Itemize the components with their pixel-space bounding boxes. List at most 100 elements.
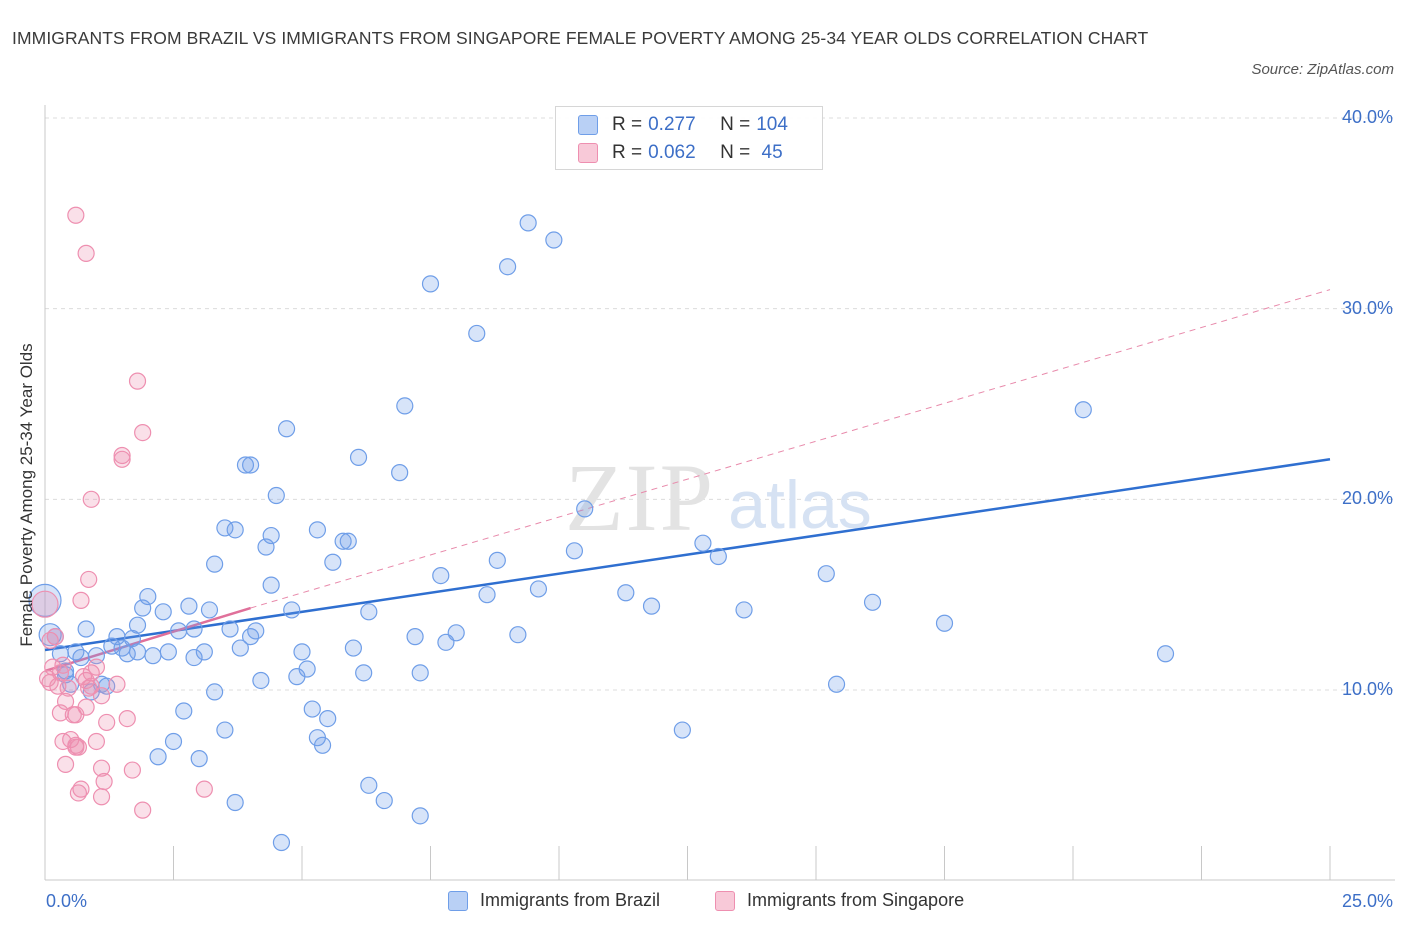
brazil-swatch — [578, 115, 598, 135]
brazil-point — [478, 586, 496, 604]
n-value: 45 — [756, 142, 783, 163]
r-value: 0.277 — [648, 114, 696, 135]
singapore-point — [195, 780, 213, 798]
singapore-point — [56, 692, 75, 711]
trend-line-singapore — [44, 606, 251, 673]
brazil-point — [447, 624, 465, 642]
brazil-point — [303, 700, 321, 718]
brazil-point — [576, 500, 594, 518]
brazil-point — [231, 639, 249, 657]
legend-item-brazil[interactable]: Immigrants from Brazil — [448, 890, 660, 911]
brazil-point — [308, 521, 327, 539]
singapore-point — [82, 490, 100, 508]
axes — [44, 105, 1395, 881]
brazil-point — [1074, 401, 1092, 419]
singapore-point — [46, 628, 64, 646]
brazil-point — [694, 534, 712, 552]
brazil-point — [159, 643, 177, 661]
brazil-point — [195, 643, 213, 661]
singapore-point — [31, 590, 59, 618]
data-points — [28, 206, 1175, 852]
y-tick-label: 30.0% — [1341, 297, 1393, 318]
brazil-point — [221, 620, 239, 638]
x-tick-label-min: 0.0% — [46, 891, 88, 911]
brazil-point — [421, 275, 440, 293]
trend-lines — [44, 289, 1331, 673]
y-tick-label: 40.0% — [1341, 107, 1393, 127]
brazil-point — [298, 660, 316, 678]
brazil-point — [164, 732, 183, 751]
brazil-point — [252, 671, 270, 690]
singapore-point — [72, 780, 90, 798]
brazil-point — [406, 628, 424, 646]
r-value: 0.062 — [648, 142, 696, 163]
brazil-point — [935, 614, 954, 632]
brazil-point — [185, 648, 203, 667]
singapore-point — [56, 755, 75, 773]
legend-label-singapore: Immigrants from Singapore — [747, 890, 965, 910]
brazil-point — [216, 721, 234, 739]
brazil-point — [103, 637, 121, 655]
series-legend: Immigrants from Brazil Immigrants from S… — [0, 888, 1406, 916]
brazil-point — [170, 622, 188, 640]
brazil-point — [28, 583, 62, 617]
brazil-point — [247, 622, 265, 640]
singapore-point — [123, 761, 141, 779]
brazil-point — [267, 486, 285, 505]
singapore-point — [128, 372, 147, 390]
brazil-point — [118, 645, 136, 663]
brazil-point — [149, 748, 167, 766]
singapore-swatch — [578, 143, 598, 163]
singapore-point — [134, 801, 152, 819]
brazil-point — [673, 721, 691, 739]
brazil-point — [411, 664, 429, 682]
brazil-point — [432, 566, 450, 585]
singapore-point — [77, 698, 95, 716]
singapore-point — [113, 450, 131, 468]
brazil-point — [180, 597, 198, 615]
brazil-point — [277, 420, 296, 438]
singapore-point — [108, 675, 126, 693]
stats-row-brazil: R = 0.277 N = 104 — [578, 112, 788, 138]
brazil-point — [545, 231, 563, 249]
brazil-point — [185, 620, 203, 638]
brazil-point — [519, 214, 537, 232]
trend-line-singapore-dashed — [250, 289, 1331, 609]
brazil-point — [206, 683, 224, 701]
singapore-point — [92, 788, 111, 806]
brazil-point — [355, 664, 373, 682]
brazil-point — [313, 736, 332, 754]
legend-item-singapore[interactable]: Immigrants from Singapore — [715, 890, 964, 911]
brazil-point — [226, 793, 244, 812]
brazil-point — [242, 456, 260, 474]
brazil-point — [488, 551, 506, 569]
brazil-point — [283, 601, 301, 619]
singapore-point — [134, 424, 152, 442]
singapore-point — [113, 446, 131, 465]
brazil-point — [827, 675, 846, 693]
brazil-point — [735, 601, 753, 619]
stats-legend: R = 0.277 N = 104 R = 0.062 N = 45 — [555, 106, 823, 170]
brazil-point — [334, 532, 352, 550]
brazil-point — [499, 258, 517, 276]
x-tick-label-max: 25.0% — [1341, 891, 1393, 911]
n-value: 104 — [756, 114, 788, 135]
brazil-point — [709, 547, 727, 566]
brazil-point — [144, 647, 162, 665]
stats-row-singapore: R = 0.062 N = 45 — [578, 140, 783, 166]
singapore-point — [69, 738, 88, 756]
brazil-point — [236, 456, 255, 474]
brazil-point — [617, 584, 635, 602]
singapore-point — [92, 687, 111, 705]
y-tick-label: 20.0% — [1341, 488, 1393, 509]
brazil-point — [216, 519, 234, 537]
brazil-point — [1156, 645, 1175, 663]
brazil-point — [391, 464, 409, 482]
brazil-point — [128, 643, 147, 661]
legend-label-brazil: Immigrants from Brazil — [480, 890, 661, 910]
brazil-point — [272, 833, 291, 852]
singapore-point — [80, 570, 98, 589]
singapore-point — [98, 713, 116, 732]
brazil-point — [77, 620, 95, 638]
